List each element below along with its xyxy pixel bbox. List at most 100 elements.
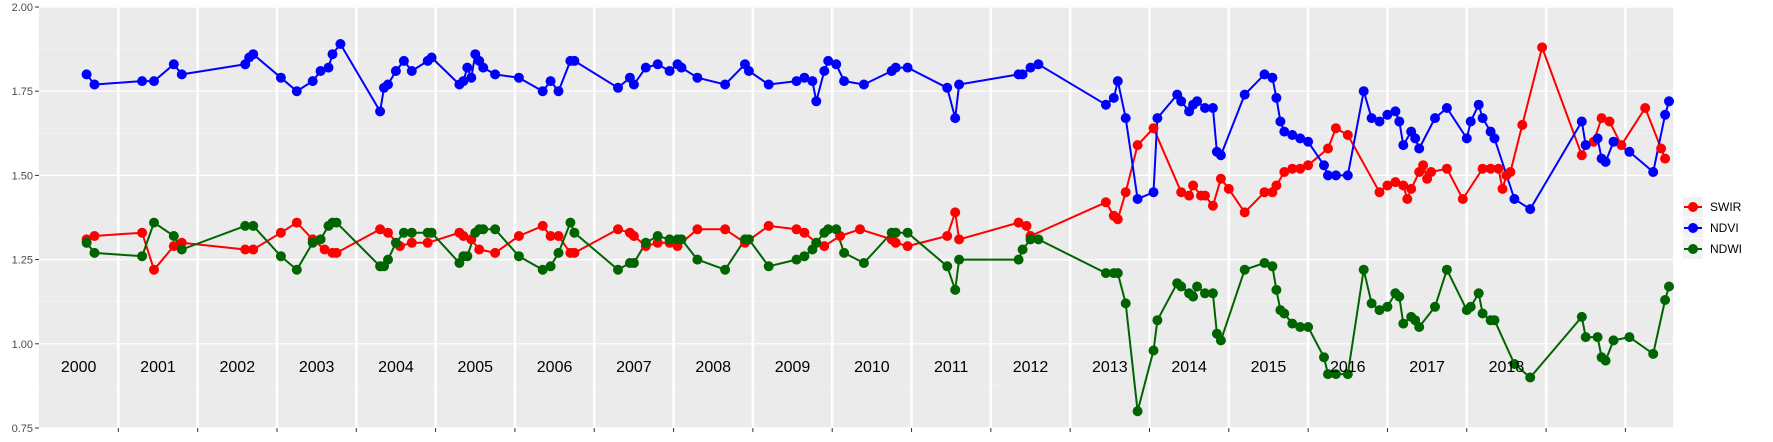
data-point-ndwi: [240, 220, 251, 231]
data-point-ndwi: [406, 227, 417, 238]
data-point-ndvi: [1489, 133, 1500, 144]
data-point-swir: [1259, 187, 1270, 198]
data-point-ndwi: [168, 231, 179, 241]
data-point-swir: [1660, 153, 1671, 164]
data-point-ndvi: [1358, 86, 1369, 97]
data-point-swir: [1295, 163, 1306, 174]
year-labels: 2000 2001 2002 2003 2004 2005 2006 2007 2008 2009…: [61, 359, 1524, 376]
data-point-swir: [1271, 180, 1282, 191]
data-point-ndwi: [275, 251, 286, 262]
data-point-swir: [545, 231, 556, 241]
data-point-swir: [1132, 140, 1143, 151]
year-label: 2016: [1330, 359, 1366, 376]
data-point-ndwi: [1441, 264, 1452, 275]
data-point-ndwi: [831, 224, 842, 235]
year-label: 2002: [220, 359, 256, 376]
data-point-ndwi: [902, 227, 913, 238]
data-point-ndvi: [1033, 59, 1044, 70]
year-label: 2006: [537, 359, 573, 376]
data-point-ndvi: [458, 76, 469, 87]
data-point-ndvi: [1148, 187, 1159, 198]
data-point-ndvi: [466, 72, 477, 83]
gridlines: [39, 6, 1673, 429]
data-point-ndvi: [1366, 113, 1377, 124]
data-point-swir: [1493, 163, 1504, 174]
data-point-ndvi: [553, 86, 564, 97]
data-point-ndwi: [720, 264, 731, 275]
data-point-ndwi: [426, 227, 437, 238]
data-point-swir: [275, 227, 286, 238]
data-point-ndvi: [1303, 136, 1314, 147]
data-point-swir: [1441, 163, 1452, 174]
data-point-ndwi: [1398, 318, 1409, 329]
legend-label-ndwi: NDWI: [1710, 242, 1742, 256]
data-point-ndvi: [1576, 116, 1587, 127]
data-point-ndwi: [1152, 315, 1163, 326]
data-point-ndvi: [839, 76, 850, 87]
data-point-ndwi: [839, 247, 850, 258]
data-point-swir: [1112, 214, 1123, 225]
data-point-swir: [1596, 113, 1607, 124]
data-point-swir: [1200, 190, 1210, 201]
data-point-ndwi: [462, 251, 473, 262]
data-point-swir: [1640, 103, 1651, 113]
data-point-ndwi: [1176, 281, 1187, 292]
data-point-ndvi: [1152, 113, 1163, 124]
data-point-ndwi: [1374, 305, 1385, 316]
year-label: 2001: [140, 359, 176, 376]
data-point-ndvi: [799, 72, 810, 83]
data-point-ndvi: [275, 72, 286, 83]
data-point-ndvi: [1017, 69, 1028, 80]
data-point-ndvi: [323, 62, 334, 73]
year-label: 2015: [1251, 359, 1287, 376]
data-point-ndvi: [950, 113, 961, 124]
data-point-ndwi: [823, 224, 834, 235]
data-point-swir: [319, 244, 330, 255]
data-point-ndvi: [1330, 170, 1341, 181]
data-point-swir: [1100, 197, 1111, 208]
data-point-ndvi: [1025, 62, 1036, 73]
data-point-ndwi: [537, 264, 548, 275]
data-point-ndvi: [149, 76, 159, 87]
data-point-ndwi: [613, 264, 623, 275]
year-label: 2004: [378, 359, 414, 376]
data-point-ndwi: [791, 254, 802, 265]
data-point-ndvi: [426, 52, 437, 63]
data-point-swir: [1188, 180, 1199, 191]
data-point-ndvi: [791, 76, 802, 87]
data-point-ndwi: [1525, 372, 1536, 383]
data-point-swir: [1406, 183, 1417, 194]
data-point-ndvi: [1414, 143, 1425, 154]
data-point-ndvi: [137, 76, 148, 87]
data-point-ndvi: [1112, 76, 1123, 87]
data-point-swir: [1505, 167, 1516, 177]
data-point-ndwi: [858, 258, 869, 268]
data-point-ndvi: [89, 79, 100, 90]
data-point-ndwi: [1489, 315, 1500, 326]
data-point-swir: [1215, 173, 1226, 184]
data-point-ndvi: [1390, 106, 1401, 117]
data-point-swir: [819, 241, 830, 252]
year-label: 2018: [1489, 359, 1525, 376]
data-point-ndvi: [1394, 116, 1405, 127]
data-point-ndvi: [1275, 116, 1286, 127]
data-point-ndvi: [390, 66, 401, 76]
data-point-swir: [1517, 119, 1528, 130]
data-point-ndwi: [1394, 291, 1405, 302]
data-point-ndvi: [640, 62, 651, 73]
year-label: 2008: [695, 359, 731, 376]
data-point-ndvi: [1259, 69, 1270, 80]
data-point-ndvi: [1374, 116, 1385, 127]
data-point-ndwi: [248, 220, 259, 231]
data-point-ndwi: [149, 217, 159, 228]
data-point-ndvi: [1132, 194, 1143, 204]
data-point-ndwi: [176, 244, 187, 255]
data-point-ndwi: [1120, 298, 1131, 309]
data-point-ndvi: [819, 66, 830, 76]
data-point-swir: [458, 231, 469, 241]
data-point-ndvi: [1410, 133, 1421, 144]
legend-key-point-ndvi: [1688, 223, 1698, 233]
data-point-ndwi: [811, 237, 822, 248]
data-point-ndwi: [383, 254, 393, 265]
data-point-swir: [248, 244, 259, 255]
